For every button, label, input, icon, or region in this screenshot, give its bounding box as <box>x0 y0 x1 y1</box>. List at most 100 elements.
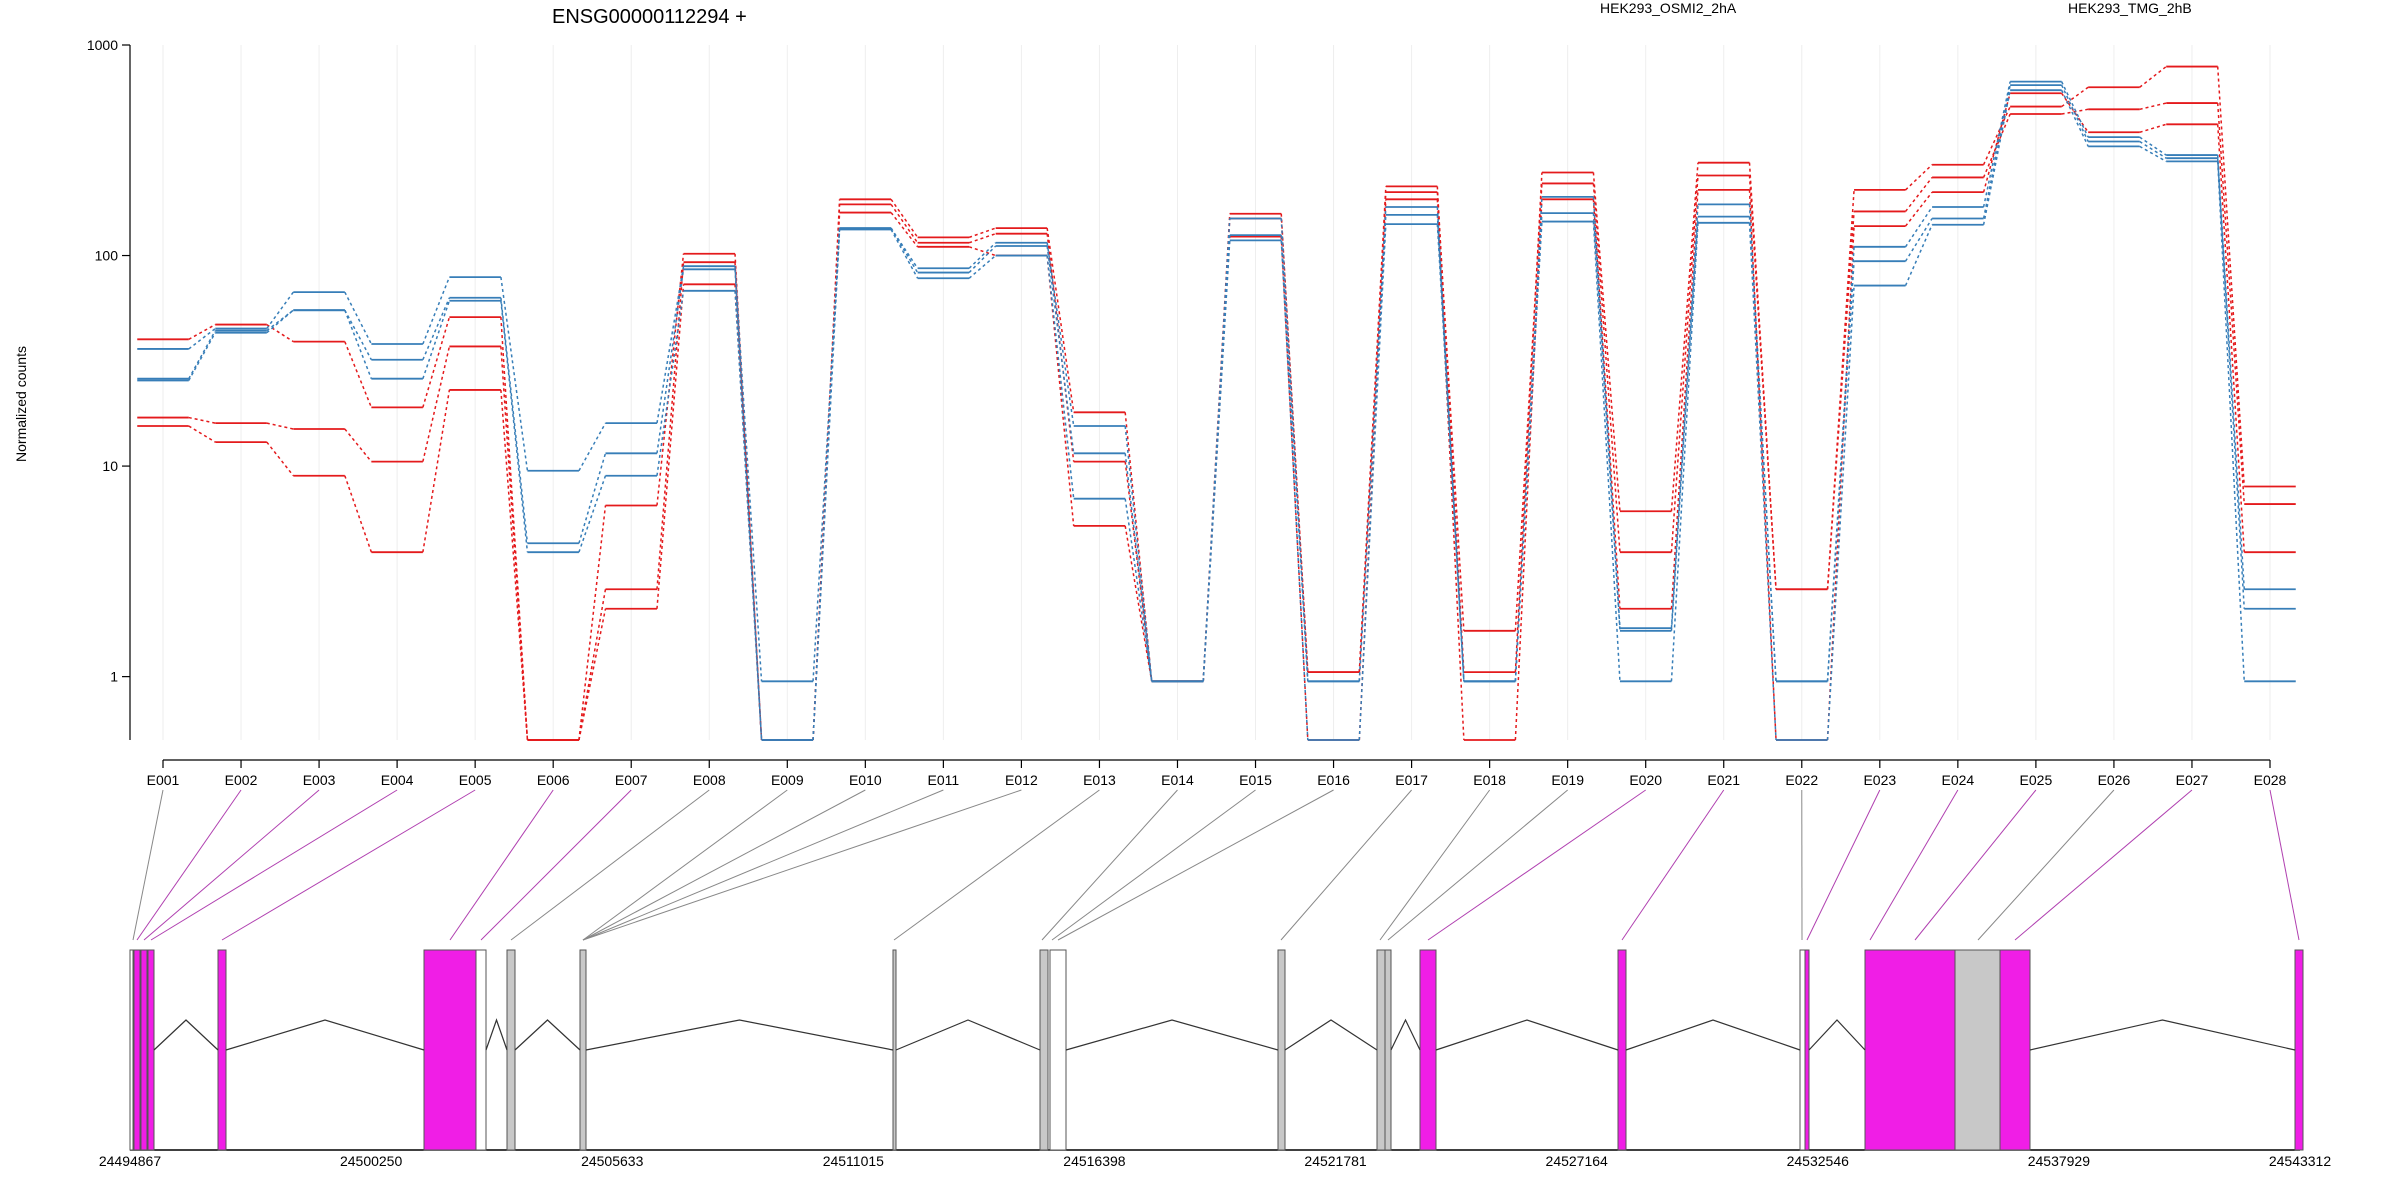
exon-box-15 <box>1419 949 1437 1151</box>
series-connector-E009 <box>812 228 841 741</box>
series-connector-E026 <box>2139 136 2167 156</box>
legend-label-osmi: HEK293_OSMI2_2hA <box>1600 0 1737 16</box>
series-connector-E006 <box>578 453 607 544</box>
series-connector-E024 <box>1982 93 2011 193</box>
series-connector-E007 <box>656 269 685 454</box>
series-connector-E020 <box>1670 175 1699 553</box>
series-connector-E020 <box>1670 222 1699 682</box>
series-connector-E026 <box>2139 140 2167 159</box>
intron-7 <box>1284 1019 1378 1051</box>
intron-8 <box>1390 1018 1421 1051</box>
series-connector-E011 <box>968 227 996 239</box>
series-connector-E027 <box>2216 161 2245 682</box>
series-connector-E002 <box>266 441 294 477</box>
series-connector-E012 <box>1046 245 1075 454</box>
series-HEK293_OSMI2_2hA-2 <box>137 92 2296 741</box>
series-connector-E023 <box>1904 176 1933 212</box>
series-connector-E004 <box>422 300 451 379</box>
series-connector-E007 <box>656 290 685 476</box>
x-tick-label-E014: E014 <box>1161 772 1194 788</box>
x-tick-label-E003: E003 <box>303 772 336 788</box>
x-tick-label-E009: E009 <box>771 772 804 788</box>
gene-model-track: 24494867 24500250 24505633 24511015 24516398… <box>99 949 2331 1169</box>
series-connector-E012 <box>1046 255 1075 526</box>
series-connector-E024 <box>1982 90 2011 225</box>
connector-E013 <box>893 789 1100 941</box>
series-connector-E002 <box>266 422 294 430</box>
series-connector-E004 <box>422 346 451 462</box>
series-connector-E005 <box>500 276 529 471</box>
exon-box-21 <box>1999 949 2031 1151</box>
series-connector-E024 <box>1982 106 2011 166</box>
exon-box-0 <box>129 949 134 1151</box>
series-HEK293_TMG_2hB-4 <box>137 84 2296 741</box>
series-HEK293_TMG_2hB-3 <box>137 80 2296 683</box>
connector-E006 <box>449 789 554 941</box>
intron-4 <box>585 1019 894 1051</box>
series-connector-E010 <box>890 212 919 248</box>
connector-E007 <box>480 789 632 941</box>
exon-box-16 <box>1617 949 1627 1151</box>
x-tick-label-E005: E005 <box>459 772 492 788</box>
series-connector-E014 <box>1202 218 1231 682</box>
exon-box-10 <box>1039 949 1049 1151</box>
exon-box-9 <box>892 949 897 1151</box>
series-connector-E004 <box>422 316 451 408</box>
series-connector-E001 <box>188 323 216 340</box>
series-connector-E023 <box>1904 191 1933 227</box>
exon-box-12 <box>1277 949 1286 1151</box>
series-connector-E015 <box>1280 240 1309 741</box>
series-connector-E014 <box>1202 218 1231 682</box>
x-tick-label-E013: E013 <box>1083 772 1116 788</box>
series-connector-E003 <box>344 341 373 408</box>
series-connector-E007 <box>656 284 685 609</box>
series-connector-E015 <box>1280 235 1309 682</box>
connector-E019 <box>1387 789 1568 941</box>
series-connector-E001 <box>188 330 216 380</box>
series-connector-E023 <box>1904 218 1933 262</box>
connector-E021 <box>1621 789 1725 941</box>
exon-box-6 <box>475 949 487 1151</box>
x-tick-label-E024: E024 <box>1942 772 1975 788</box>
exon-connector-lines <box>132 789 2300 941</box>
connector-E004 <box>150 789 398 941</box>
series-connector-E027 <box>2216 155 2245 590</box>
x-tick-label-E011: E011 <box>928 772 960 788</box>
series-connector-E016 <box>1358 224 1387 741</box>
x-tick-label-E010: E010 <box>849 772 882 788</box>
chart-title: ENSG00000112294 + <box>552 6 747 28</box>
series-connector-E025 <box>2060 81 2089 138</box>
series-connector-E002 <box>266 309 294 332</box>
series-connector-E025 <box>2060 89 2089 147</box>
connector-E003 <box>143 789 320 941</box>
x-tick-label-E027: E027 <box>2176 772 2209 788</box>
series-connector-E017 <box>1436 192 1465 631</box>
exon-box-14 <box>1384 949 1392 1151</box>
series-connector-E006 <box>578 608 607 741</box>
series-connector-E026 <box>2139 102 2167 111</box>
x-tick-label-E023: E023 <box>1863 772 1896 788</box>
x-tick-label-E008: E008 <box>693 772 726 788</box>
series-connector-E006 <box>578 589 607 741</box>
series-connector-E026 <box>2139 145 2167 163</box>
series-connector-E008 <box>734 269 763 741</box>
series-connector-E019 <box>1592 221 1621 682</box>
exon-box-22 <box>2294 949 2304 1151</box>
connector-E017 <box>1280 789 1412 941</box>
connector-E005 <box>221 789 476 941</box>
series-connector-E004 <box>422 297 451 361</box>
coordinate-label-2: 24505633 <box>581 1153 644 1169</box>
series-connector-E002 <box>266 291 294 329</box>
connector-E011 <box>582 789 944 941</box>
series-connector-E025 <box>2061 108 2089 115</box>
exon-box-13 <box>1376 949 1386 1151</box>
x-axis: E001 E002 E003 E004 E005 E006 E007 E008 E009 E010… <box>147 759 2287 788</box>
coordinate-label-4: 24516398 <box>1063 1153 1126 1169</box>
series-connector-E013 <box>1124 425 1153 682</box>
series-connector-E010 <box>890 227 919 273</box>
intron-9 <box>1435 1019 1619 1051</box>
series-connector-E013 <box>1124 498 1153 682</box>
series-HEK293_OSMI2_2hA-1 <box>137 102 2296 741</box>
intron-12 <box>2029 1019 2296 1051</box>
series-connector-E020 <box>1670 189 1699 609</box>
